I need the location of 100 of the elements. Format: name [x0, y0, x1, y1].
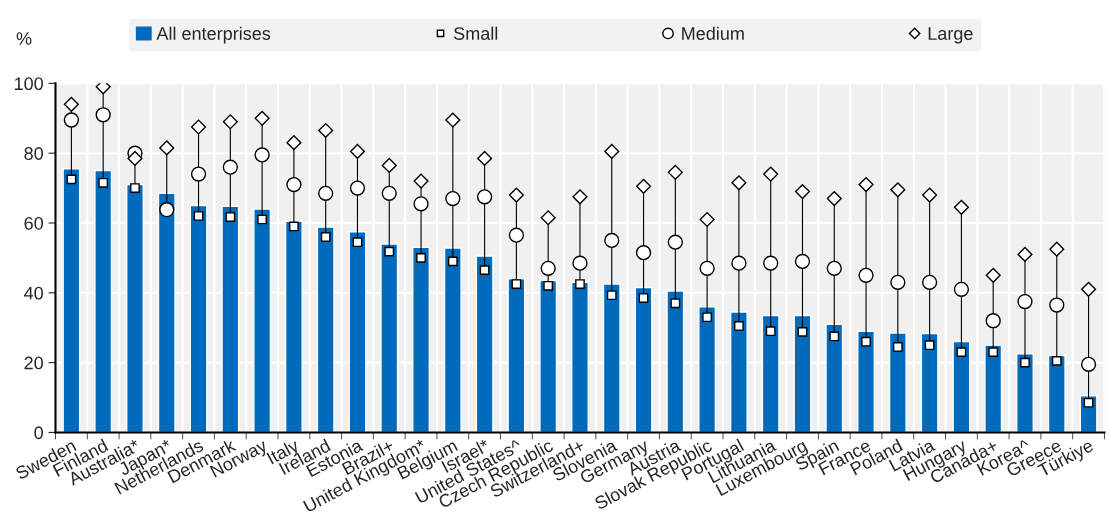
point: [604, 232, 620, 249]
point: [858, 177, 874, 193]
y-tick-label: 20: [24, 356, 43, 370]
point: [222, 114, 238, 130]
point: [63, 96, 79, 112]
point: [159, 202, 175, 218]
point: [349, 143, 366, 159]
point: [572, 255, 588, 271]
point: [543, 280, 554, 291]
point: [1020, 357, 1030, 368]
point: [384, 246, 395, 257]
point: [318, 185, 334, 201]
point: [1080, 281, 1097, 297]
point: [667, 164, 683, 180]
point: [699, 260, 715, 277]
y-tick-label: 80: [24, 147, 43, 160]
point: [763, 166, 779, 182]
point: [794, 253, 811, 270]
point: [763, 255, 779, 271]
point: [765, 326, 776, 337]
point: [702, 312, 712, 323]
y-tick-label: 60: [24, 216, 43, 230]
point: [635, 245, 652, 261]
point: [98, 177, 109, 188]
y-tick-label: 100: [14, 77, 43, 91]
point: [413, 173, 429, 189]
y-axis-title: %: [16, 32, 32, 45]
point: [829, 331, 840, 342]
point: [63, 112, 80, 128]
point: [193, 211, 204, 221]
point: [511, 279, 522, 289]
point: [286, 176, 302, 193]
point: [731, 175, 747, 191]
point: [508, 227, 525, 243]
point: [922, 187, 938, 203]
point: [225, 212, 236, 222]
point: [985, 267, 1001, 283]
point: [320, 232, 331, 242]
point: [254, 147, 270, 163]
point: [286, 135, 302, 151]
point: [699, 211, 715, 228]
point: [416, 253, 426, 263]
point: [540, 260, 556, 277]
point: [667, 234, 683, 250]
point: [95, 107, 111, 123]
point: [476, 189, 493, 205]
point: [413, 196, 429, 212]
point: [381, 157, 397, 173]
point: [289, 221, 299, 232]
point: [1083, 397, 1094, 408]
point: [1080, 356, 1097, 373]
point: [861, 336, 871, 347]
legend-label: All enterprises: [156, 26, 271, 44]
point: [985, 313, 1001, 329]
point: [540, 210, 556, 226]
point: [635, 178, 652, 194]
point: [734, 321, 744, 331]
point: [924, 340, 935, 351]
point: [127, 150, 143, 166]
legend-label: Large: [928, 27, 973, 44]
point: [953, 281, 970, 297]
point: [508, 187, 524, 203]
point: [318, 122, 334, 139]
point: [794, 184, 811, 200]
point: [1049, 297, 1065, 313]
point: [890, 274, 906, 290]
point: [858, 267, 874, 283]
point: [638, 293, 649, 303]
y-tick-label: 40: [24, 286, 43, 300]
y-tick-label: 0: [34, 426, 43, 440]
point: [1051, 356, 1062, 366]
point: [921, 274, 938, 290]
point: [66, 174, 77, 185]
point: [826, 190, 842, 207]
point: [1049, 241, 1065, 257]
legend-label: Medium: [682, 26, 744, 40]
point: [479, 265, 490, 275]
point: [159, 140, 175, 156]
point: [190, 166, 207, 182]
point: [352, 237, 363, 248]
point: [222, 159, 238, 175]
point: [797, 327, 808, 337]
point: [190, 119, 207, 135]
point: [956, 347, 967, 358]
point: [445, 190, 461, 207]
point: [254, 110, 270, 126]
point: [130, 183, 140, 193]
point: [890, 182, 906, 198]
point: [731, 255, 747, 271]
point: [381, 185, 397, 201]
point: [1017, 293, 1033, 310]
point: [670, 298, 681, 309]
point: [953, 199, 969, 215]
point: [604, 143, 620, 159]
point: [606, 290, 617, 301]
point: [1017, 246, 1033, 262]
point: [257, 214, 267, 225]
point: [826, 260, 842, 277]
point: [447, 256, 458, 267]
point: [349, 180, 366, 196]
